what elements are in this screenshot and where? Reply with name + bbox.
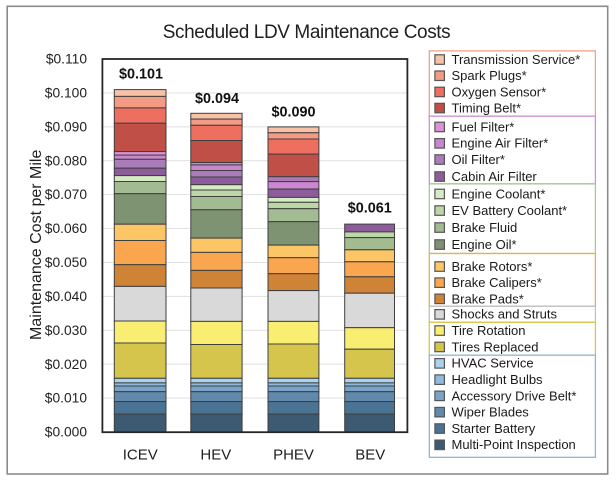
- svg-text:ICEV: ICEV: [123, 447, 158, 464]
- svg-text:Spark Plugs*: Spark Plugs*: [452, 68, 527, 83]
- svg-text:Engine Air Filter*: Engine Air Filter*: [452, 136, 549, 151]
- svg-text:$0.100: $0.100: [45, 86, 88, 101]
- svg-text:Shocks and Struts: Shocks and Struts: [452, 307, 558, 322]
- svg-text:PHEV: PHEV: [273, 447, 314, 464]
- svg-text:$0.050: $0.050: [45, 255, 88, 270]
- svg-text:BEV: BEV: [355, 447, 385, 464]
- svg-text:EV Battery Coolant*: EV Battery Coolant*: [452, 203, 568, 218]
- svg-text:Headlight Bulbs: Headlight Bulbs: [452, 372, 544, 387]
- svg-text:Fuel Filter*: Fuel Filter*: [452, 119, 515, 134]
- svg-text:$0.094: $0.094: [195, 91, 239, 107]
- svg-text:Brake Fluid: Brake Fluid: [452, 220, 518, 235]
- svg-text:$0.110: $0.110: [46, 52, 88, 67]
- svg-text:Oil Filter*: Oil Filter*: [452, 152, 505, 167]
- svg-text:$0.061: $0.061: [348, 200, 392, 216]
- svg-text:$0.020: $0.020: [45, 357, 88, 372]
- svg-text:$0.090: $0.090: [45, 119, 88, 134]
- svg-text:Brake Pads*: Brake Pads*: [452, 291, 524, 306]
- svg-text:Wiper Blades: Wiper Blades: [452, 405, 530, 420]
- svg-text:$0.010: $0.010: [45, 391, 88, 406]
- svg-text:HVAC Service: HVAC Service: [452, 356, 534, 371]
- svg-text:$0.090: $0.090: [271, 105, 315, 121]
- svg-text:HEV: HEV: [200, 447, 231, 464]
- svg-text:Brake Calipers*: Brake Calipers*: [452, 275, 542, 290]
- svg-text:Scheduled LDV Maintenance Cost: Scheduled LDV Maintenance Costs: [163, 22, 451, 43]
- svg-text:Brake Rotors*: Brake Rotors*: [452, 259, 533, 274]
- svg-text:Accessory Drive Belt*: Accessory Drive Belt*: [452, 388, 577, 403]
- svg-text:Cabin Air Filter: Cabin Air Filter: [452, 169, 538, 184]
- svg-text:Timing Belt*: Timing Belt*: [452, 101, 522, 116]
- svg-text:Engine Coolant*: Engine Coolant*: [452, 186, 546, 201]
- svg-text:$0.080: $0.080: [45, 153, 88, 168]
- svg-text:Tire Rotation: Tire Rotation: [452, 323, 526, 338]
- svg-text:$0.070: $0.070: [45, 187, 88, 202]
- svg-text:Tires Replaced: Tires Replaced: [452, 339, 539, 354]
- svg-text:$0.000: $0.000: [45, 425, 88, 440]
- svg-text:Transmission Service*: Transmission Service*: [452, 52, 581, 67]
- svg-text:Oxygen Sensor*: Oxygen Sensor*: [452, 84, 547, 99]
- svg-text:$0.030: $0.030: [45, 323, 88, 338]
- svg-text:Starter Battery: Starter Battery: [452, 421, 536, 436]
- svg-text:Multi-Point Inspection: Multi-Point Inspection: [452, 437, 576, 452]
- svg-text:$0.040: $0.040: [45, 289, 88, 304]
- svg-text:Maintenance Cost per Mile: Maintenance Cost per Mile: [28, 150, 45, 340]
- svg-text:Engine Oil*: Engine Oil*: [452, 237, 517, 252]
- svg-text:$0.060: $0.060: [45, 221, 88, 236]
- svg-text:$0.101: $0.101: [119, 67, 163, 83]
